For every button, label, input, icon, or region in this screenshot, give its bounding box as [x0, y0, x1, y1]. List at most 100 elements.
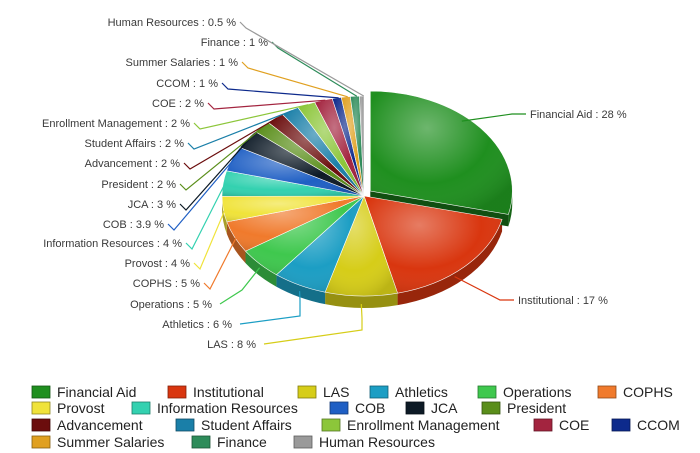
legend-swatch — [31, 385, 51, 399]
legend-item: Information Resources — [131, 400, 298, 416]
legend-item: Operations — [477, 384, 571, 400]
legend-item: Institutional — [167, 384, 264, 400]
legend-item: Advancement — [31, 417, 143, 433]
pie-slice-gloss-11 — [268, 114, 364, 196]
callout-line-0 — [461, 113, 526, 122]
callout-line-14 — [207, 99, 326, 110]
legend-label: Provost — [57, 400, 105, 416]
legend-label: Enrollment Management — [347, 417, 500, 433]
pie-slice-side-4 — [245, 251, 277, 287]
pie-slice-gloss-3 — [276, 196, 364, 293]
slice-label: Institutional : 17 % — [518, 295, 608, 307]
legend-swatch — [191, 435, 211, 449]
legend-label: Financial Aid — [57, 384, 136, 400]
legend-label: Human Resources — [319, 434, 435, 450]
pie-slice-gloss-15 — [332, 97, 364, 196]
legend-item: Financial Aid — [31, 384, 136, 400]
legend-item: President — [481, 400, 566, 416]
legend-swatch — [131, 401, 151, 415]
slice-label: Summer Salaries : 1 % — [126, 57, 239, 69]
legend-item: COB — [329, 400, 385, 416]
pie-slice-gloss-10 — [255, 122, 364, 196]
legend-item: Athletics — [369, 384, 448, 400]
callout-line-9 — [179, 138, 250, 211]
legend-label: COB — [355, 400, 385, 416]
slice-label: Information Resources : 4 % — [43, 238, 182, 250]
legend-swatch — [611, 418, 631, 432]
legend-swatch — [321, 418, 341, 432]
legend-swatch — [297, 385, 317, 399]
callout-line-4 — [219, 267, 261, 305]
slice-label: Enrollment Management : 2 % — [42, 118, 190, 130]
slice-label: COE : 2 % — [152, 98, 204, 110]
legend-item: COE — [533, 417, 589, 433]
legend-item: LAS — [297, 384, 349, 400]
legend-swatch — [369, 385, 389, 399]
pie-slice-gloss-0 — [370, 91, 513, 215]
slice-label: President : 2 % — [101, 179, 176, 191]
pie-slice-gloss-4 — [245, 196, 364, 275]
pie-slice-gloss-16 — [341, 96, 364, 196]
legend-label: LAS — [323, 384, 349, 400]
callout-line-12 — [187, 110, 293, 150]
legend: Financial Aid Institutional LAS Athletics Op… — [31, 384, 680, 450]
pie-slice-side-1 — [397, 219, 503, 306]
pie-slice-gloss-14 — [314, 98, 364, 196]
legend-label: Institutional — [193, 384, 264, 400]
legend-label: Operations — [503, 384, 571, 400]
slice-label: Provost : 4 % — [125, 258, 191, 270]
callout-line-15 — [221, 82, 339, 99]
legend-item: JCA — [405, 400, 458, 416]
slice-label: COB : 3.9 % — [103, 219, 164, 231]
legend-swatch — [597, 385, 617, 399]
slice-label: Athletics : 6 % — [162, 319, 232, 331]
legend-swatch — [481, 401, 501, 415]
legend-label: JCA — [431, 400, 458, 416]
slice-label: JCA : 3 % — [128, 199, 177, 211]
pie-slice-gloss-12 — [282, 107, 364, 196]
slice-label: CCOM : 1 % — [156, 78, 218, 90]
legend-swatch — [293, 435, 313, 449]
legend-item: Student Affairs — [175, 417, 292, 433]
legend-swatch — [167, 385, 187, 399]
slice-label: Human Resources : 0.5 % — [108, 17, 237, 29]
legend-label: Student Affairs — [201, 417, 292, 433]
pie-slice-gloss-5 — [226, 196, 364, 252]
callout-line-7 — [185, 183, 226, 251]
pie-slice-gloss-6 — [222, 196, 364, 222]
pie-slice-gloss-17 — [350, 96, 364, 196]
pie-slices — [221, 90, 513, 308]
legend-label: Information Resources — [157, 400, 298, 416]
legend-swatch — [175, 418, 195, 432]
callout-line-3 — [239, 291, 301, 325]
legend-label: CCOM — [637, 417, 680, 433]
slice-label: Advancement : 2 % — [85, 158, 181, 170]
legend-label: Athletics — [395, 384, 448, 400]
legend-item: Summer Salaries — [31, 434, 164, 450]
callout-line-6 — [193, 208, 226, 271]
slice-label: Operations : 5 % — [130, 299, 212, 311]
legend-swatch — [533, 418, 553, 432]
pie-slice-gloss-18 — [359, 96, 364, 196]
slice-label: Student Affairs : 2 % — [85, 138, 185, 150]
legend-item: CCOM — [611, 417, 680, 433]
pie-slice-side-2 — [325, 292, 398, 308]
pie-slice-gloss-9 — [239, 131, 364, 196]
legend-swatch — [31, 401, 51, 415]
legend-swatch — [329, 401, 349, 415]
callout-line-2 — [263, 303, 363, 345]
legend-label: Summer Salaries — [57, 434, 164, 450]
legend-item: Provost — [31, 400, 105, 416]
legend-label: COPHS — [623, 384, 673, 400]
callout-line-18 — [239, 21, 365, 97]
legend-swatch — [31, 418, 51, 432]
slice-label: COPHS : 5 % — [133, 278, 200, 290]
legend-item: COPHS — [597, 384, 673, 400]
pie-slice-side-3 — [276, 274, 326, 305]
legend-item: Human Resources — [293, 434, 435, 450]
legend-label: COE — [559, 417, 589, 433]
slice-callouts: Financial Aid : 28 % Institutional : 17 %… — [42, 17, 627, 351]
legend-item: Finance — [191, 434, 267, 450]
legend-swatch — [405, 401, 425, 415]
